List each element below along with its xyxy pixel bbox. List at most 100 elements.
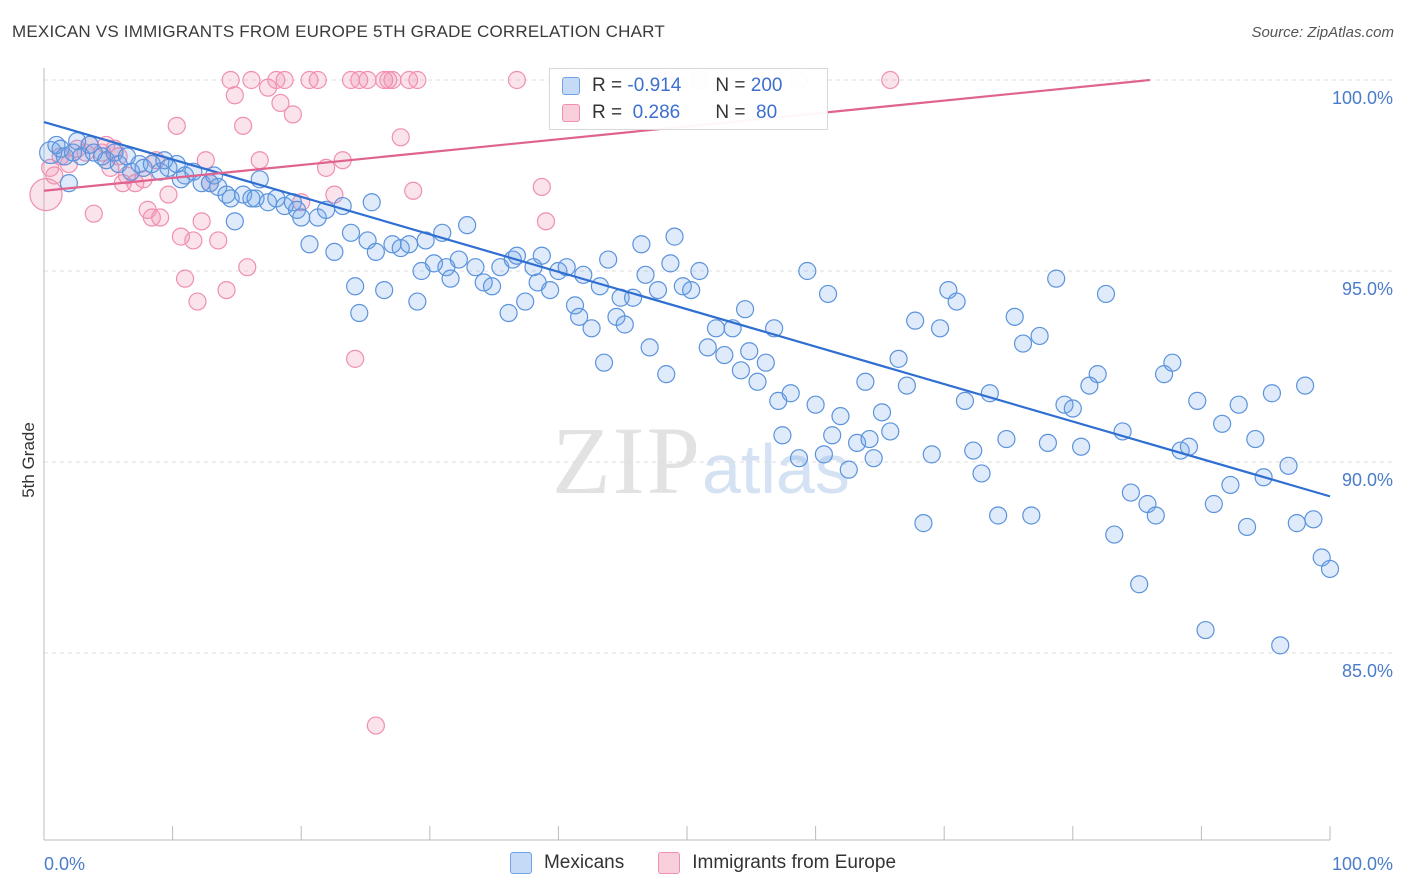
y-tick-label: 95.0% — [1342, 279, 1393, 299]
point-mexicans — [574, 265, 593, 284]
point-mexicans — [632, 235, 651, 254]
bottom-legend-mexicans[interactable]: Mexicans — [509, 852, 625, 874]
point-mexicans — [1296, 376, 1315, 395]
watermark-zip: ZIP — [552, 407, 702, 514]
point-mexicans — [499, 303, 518, 323]
watermark-atlas: atlas — [702, 430, 850, 508]
point-mexicans — [706, 319, 726, 338]
legend-row-mexicans: R = -0.914 N = 200 — [562, 74, 782, 98]
point-mexicans — [860, 429, 879, 449]
bottom-legend-label-europe: Immigrants from Europe — [692, 852, 897, 873]
point-mexicans — [1096, 284, 1116, 304]
point-mexicans — [1196, 620, 1215, 640]
point-mexicans — [1287, 514, 1306, 533]
bottom-legend-swatch-mexicans — [509, 852, 532, 874]
legend-swatch-mexicans — [562, 77, 580, 95]
axis-labels: 85.0% 90.0% 95.0% 100.0% 0.0% 100.0% 5th Grade — [19, 88, 1393, 874]
point-mexicans — [922, 445, 941, 464]
point-europe — [358, 70, 377, 90]
point-mexicans — [731, 361, 751, 380]
point-mexicans — [408, 292, 427, 311]
point-mexicans — [831, 407, 850, 426]
point-europe — [217, 281, 236, 300]
point-europe — [366, 716, 385, 735]
point-mexicans — [756, 353, 775, 372]
point-europe — [532, 177, 551, 197]
bottom-legend-europe[interactable]: Immigrants from Europe — [658, 852, 896, 874]
trend-line-europe — [43, 78, 1151, 192]
point-europe — [536, 212, 556, 231]
point-mexicans — [914, 514, 933, 533]
point-mexicans — [362, 193, 381, 212]
point-mexicans — [690, 261, 709, 281]
point-mexicans — [864, 449, 883, 468]
point-mexicans — [1146, 506, 1165, 525]
point-mexicans — [715, 345, 734, 365]
point-europe — [167, 116, 186, 135]
point-europe — [242, 70, 261, 90]
point-mexicans — [806, 395, 825, 414]
point-mexicans — [748, 372, 767, 391]
point-mexicans — [1022, 506, 1041, 525]
point-europe — [192, 212, 211, 231]
point-mexicans — [989, 506, 1008, 525]
point-europe — [221, 70, 240, 90]
point-mexicans — [346, 277, 365, 296]
legend-r-label: R = — [592, 75, 623, 96]
point-mexicans — [698, 338, 717, 357]
legend-n-value-europe: 80 — [750, 102, 778, 123]
point-mexicans — [1071, 437, 1091, 456]
point-mexicans — [789, 449, 809, 468]
point-mexicans — [823, 426, 842, 445]
point-europe — [188, 292, 207, 311]
point-mexicans — [532, 246, 551, 265]
point-mexicans — [1262, 384, 1282, 403]
point-mexicans — [1213, 414, 1232, 433]
legend-row-europe: R = 0.286 N = 80 — [562, 101, 777, 125]
point-mexicans — [1005, 307, 1024, 326]
point-mexicans — [1038, 433, 1058, 452]
point-mexicans — [482, 277, 502, 296]
point-mexicans — [640, 338, 659, 357]
trend-line-mexicans — [43, 120, 1331, 498]
point-mexicans — [399, 235, 419, 254]
point-mexicans — [1279, 456, 1298, 475]
point-mexicans — [947, 292, 966, 311]
point-europe — [383, 70, 402, 90]
point-mexicans — [881, 422, 900, 441]
bottom-legend: Mexicans Immigrants from Europe — [0, 852, 1406, 874]
point-mexicans — [781, 384, 800, 403]
point-mexicans — [341, 223, 361, 242]
bottom-legend-swatch-europe — [658, 852, 681, 874]
bottom-legend-label-mexicans: Mexicans — [543, 852, 625, 873]
legend-r-label: R = — [592, 102, 623, 123]
point-mexicans — [818, 284, 838, 304]
point-mexicans — [1237, 517, 1257, 537]
point-europe — [308, 70, 327, 90]
legend-r-value-europe: 0.286 — [627, 102, 681, 123]
point-mexicans — [1163, 353, 1182, 372]
point-mexicans — [1304, 510, 1323, 529]
stats-legend: R = -0.914 N = 200 R = 0.286 N = 80 — [549, 68, 828, 130]
point-mexicans — [565, 296, 585, 315]
point-mexicans — [1204, 494, 1223, 514]
point-mexicans — [972, 464, 991, 483]
series-mexicans-points — [39, 132, 1340, 655]
point-mexicans — [1221, 475, 1240, 495]
point-mexicans — [906, 311, 925, 330]
x-tick-label-min: 0.0% — [44, 854, 85, 874]
point-mexicans — [1030, 326, 1049, 346]
point-europe — [250, 151, 269, 170]
point-mexicans — [458, 216, 477, 235]
point-mexicans — [292, 208, 311, 227]
point-europe — [404, 181, 423, 200]
point-europe — [151, 208, 170, 227]
point-mexicans — [657, 365, 676, 384]
point-mexicans — [661, 254, 680, 273]
chart-title: MEXICAN VS IMMIGRANTS FROM EUROPE 5TH GR… — [12, 22, 665, 41]
point-europe — [84, 204, 103, 223]
point-mexicans — [1271, 636, 1290, 655]
point-mexicans — [333, 196, 352, 216]
point-mexicans — [615, 315, 634, 334]
trend-lines — [43, 78, 1331, 498]
